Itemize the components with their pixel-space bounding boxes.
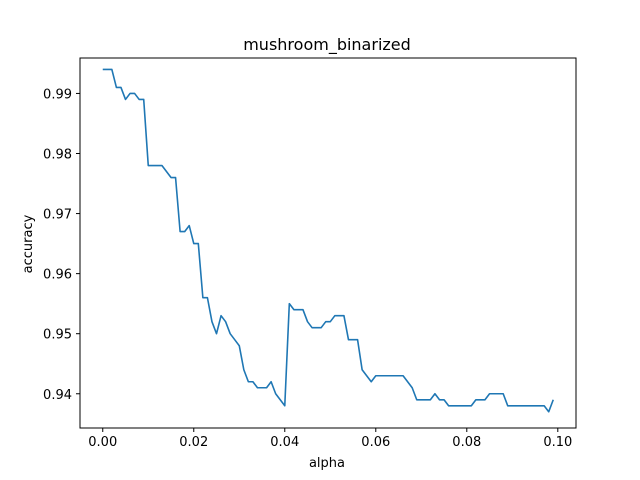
plot-frame <box>79 57 577 429</box>
chart-title: mushroom_binarized <box>243 35 411 55</box>
y-tick-label: 0.99 <box>43 87 72 102</box>
y-tick-label: 0.95 <box>43 328 72 343</box>
x-tick-label: 0.04 <box>270 435 299 450</box>
series-line-0 <box>102 68 554 413</box>
y-tick-label: 0.97 <box>43 208 72 223</box>
x-tick-label: 0.06 <box>361 435 390 450</box>
plot-area <box>102 68 554 413</box>
y-tick-label: 0.98 <box>43 148 72 163</box>
x-tick-label: 0.02 <box>179 435 208 450</box>
x-tick-label: 0.00 <box>88 435 117 450</box>
x-axis-label: alpha <box>309 456 345 471</box>
y-tick-label: 0.96 <box>43 268 72 283</box>
y-axis-label: accuracy <box>21 214 36 273</box>
y-tick-label: 0.94 <box>43 388 72 403</box>
x-tick-label: 0.08 <box>452 435 481 450</box>
x-tick-label: 0.10 <box>543 435 572 450</box>
